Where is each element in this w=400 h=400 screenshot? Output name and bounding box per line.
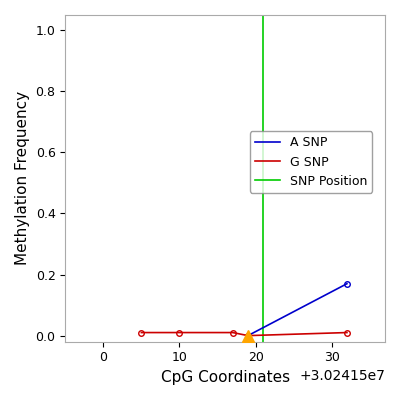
X-axis label: CpG Coordinates: CpG Coordinates [160, 370, 290, 385]
Legend: A SNP, G SNP, SNP Position: A SNP, G SNP, SNP Position [250, 131, 372, 193]
Y-axis label: Methylation Frequency: Methylation Frequency [15, 91, 30, 266]
